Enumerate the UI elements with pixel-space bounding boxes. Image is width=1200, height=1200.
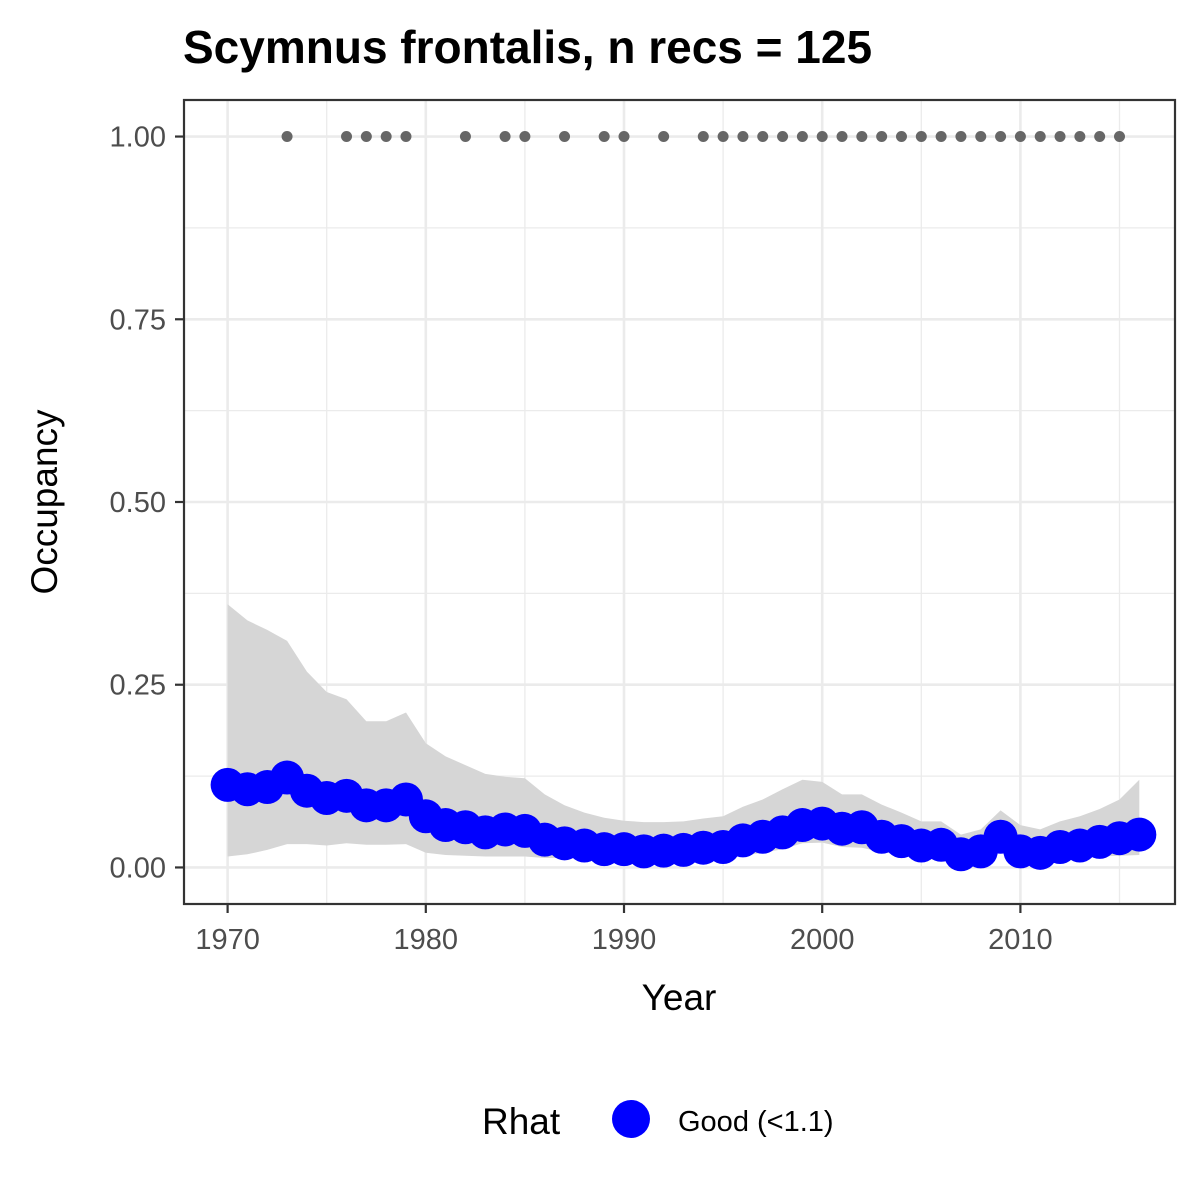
y-tick-label: 0.25 — [110, 670, 166, 702]
record-year-point — [281, 131, 293, 143]
records-layer — [281, 131, 1126, 143]
x-axis-title: Year — [642, 977, 717, 1018]
record-year-point — [598, 131, 610, 143]
legend: Rhat Good (<1.1) — [482, 1100, 834, 1142]
record-year-point — [1074, 131, 1086, 143]
record-year-point — [400, 131, 412, 143]
record-year-point — [955, 131, 967, 143]
y-tick-label: 0.00 — [110, 852, 166, 884]
record-year-point — [915, 131, 927, 143]
record-year-point — [499, 131, 511, 143]
record-year-point — [658, 131, 670, 143]
record-year-point — [1014, 131, 1026, 143]
record-year-point — [697, 131, 709, 143]
x-tick-label: 1970 — [195, 924, 260, 956]
record-year-point — [777, 131, 789, 143]
record-year-point — [360, 131, 372, 143]
x-tick-label: 1990 — [592, 924, 657, 956]
legend-key-good-rhat — [612, 1100, 650, 1138]
record-year-point — [737, 131, 749, 143]
record-year-point — [380, 131, 392, 143]
record-year-point — [459, 131, 471, 143]
credible-interval-ribbon — [227, 604, 1140, 861]
occupancy-point — [1122, 817, 1157, 852]
record-year-point — [1094, 131, 1106, 143]
x-tick-label: 1980 — [394, 924, 459, 956]
record-year-point — [796, 131, 808, 143]
record-year-point — [341, 131, 353, 143]
chart-title: Scymnus frontalis, n recs = 125 — [183, 21, 872, 73]
x-tick-label: 2010 — [988, 924, 1053, 956]
record-year-point — [717, 131, 729, 143]
record-year-point — [816, 131, 828, 143]
record-year-point — [559, 131, 571, 143]
legend-title: Rhat — [482, 1101, 561, 1142]
grid-lines — [184, 100, 1175, 904]
occupancy-points-layer — [210, 760, 1157, 872]
record-year-point — [757, 131, 769, 143]
record-year-point — [995, 131, 1007, 143]
x-tick-label: 2000 — [790, 924, 855, 956]
record-year-point — [876, 131, 888, 143]
record-year-point — [1034, 131, 1046, 143]
record-year-point — [519, 131, 531, 143]
credible-interval-layer — [227, 604, 1140, 861]
y-axis: 0.00 0.25 0.50 0.75 1.00 — [110, 122, 184, 884]
legend-label-good-rhat: Good (<1.1) — [678, 1106, 834, 1138]
record-year-point — [618, 131, 630, 143]
record-year-point — [836, 131, 848, 143]
record-year-point — [856, 131, 868, 143]
record-year-point — [1114, 131, 1126, 143]
y-tick-label: 0.50 — [110, 487, 166, 519]
record-year-point — [975, 131, 987, 143]
record-year-point — [1054, 131, 1066, 143]
y-tick-label: 0.75 — [110, 304, 166, 336]
record-year-point — [895, 131, 907, 143]
record-year-point — [935, 131, 947, 143]
x-axis: 1970 1980 1990 2000 2010 — [195, 904, 1053, 956]
y-tick-label: 1.00 — [110, 122, 166, 154]
y-axis-title: Occupancy — [24, 409, 65, 595]
